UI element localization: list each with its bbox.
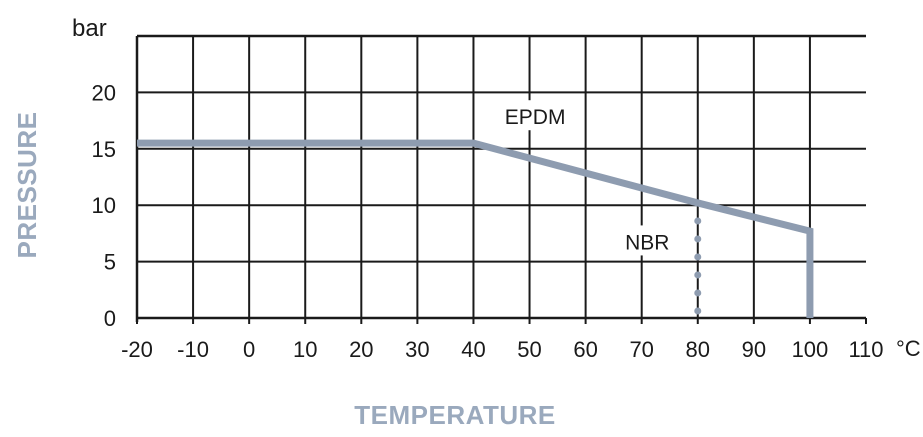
x-tick-label: 20 [349,337,373,362]
x-tick-label: 30 [405,337,429,362]
x-tick-label: 60 [573,337,597,362]
y-axis-title: PRESSURE [12,111,42,258]
y-tick-label: 0 [104,306,116,331]
x-tick-label: 80 [686,337,710,362]
x-tick-label: 90 [742,337,766,362]
x-tick-label: -20 [121,337,153,362]
y-tick-label: 5 [104,250,116,275]
x-tick-label: 40 [461,337,485,362]
series-group [137,139,814,322]
x-tick-label: 0 [243,337,255,362]
y-tick-label: 20 [92,80,116,105]
y-unit-label: bar [72,15,107,42]
y-tick-label: 15 [92,137,116,162]
annotation-label-epdm: EPDM [505,106,566,129]
x-tick-label: 70 [629,337,653,362]
x-tick-label: 10 [293,337,317,362]
annotations: EPDM NBR [504,100,672,256]
annotation-bg [504,100,567,131]
grid [135,34,867,324]
x-tick-label: 110 [848,337,883,362]
annotation-bg [622,225,672,256]
y-tick-label: 10 [92,193,116,218]
annotation-label-nbr: NBR [625,231,669,254]
x-tick-label: 100 [792,337,829,362]
x-tick-label: 50 [517,337,541,362]
tick-labels: -20 -10 0 10 20 30 40 50 60 70 80 90 100 110 °C 0 5 10 15 2… [92,80,921,362]
x-tick-label: -10 [177,337,209,362]
x-unit-label: °C [896,336,921,361]
x-axis-title: TEMPERATURE [354,400,555,430]
